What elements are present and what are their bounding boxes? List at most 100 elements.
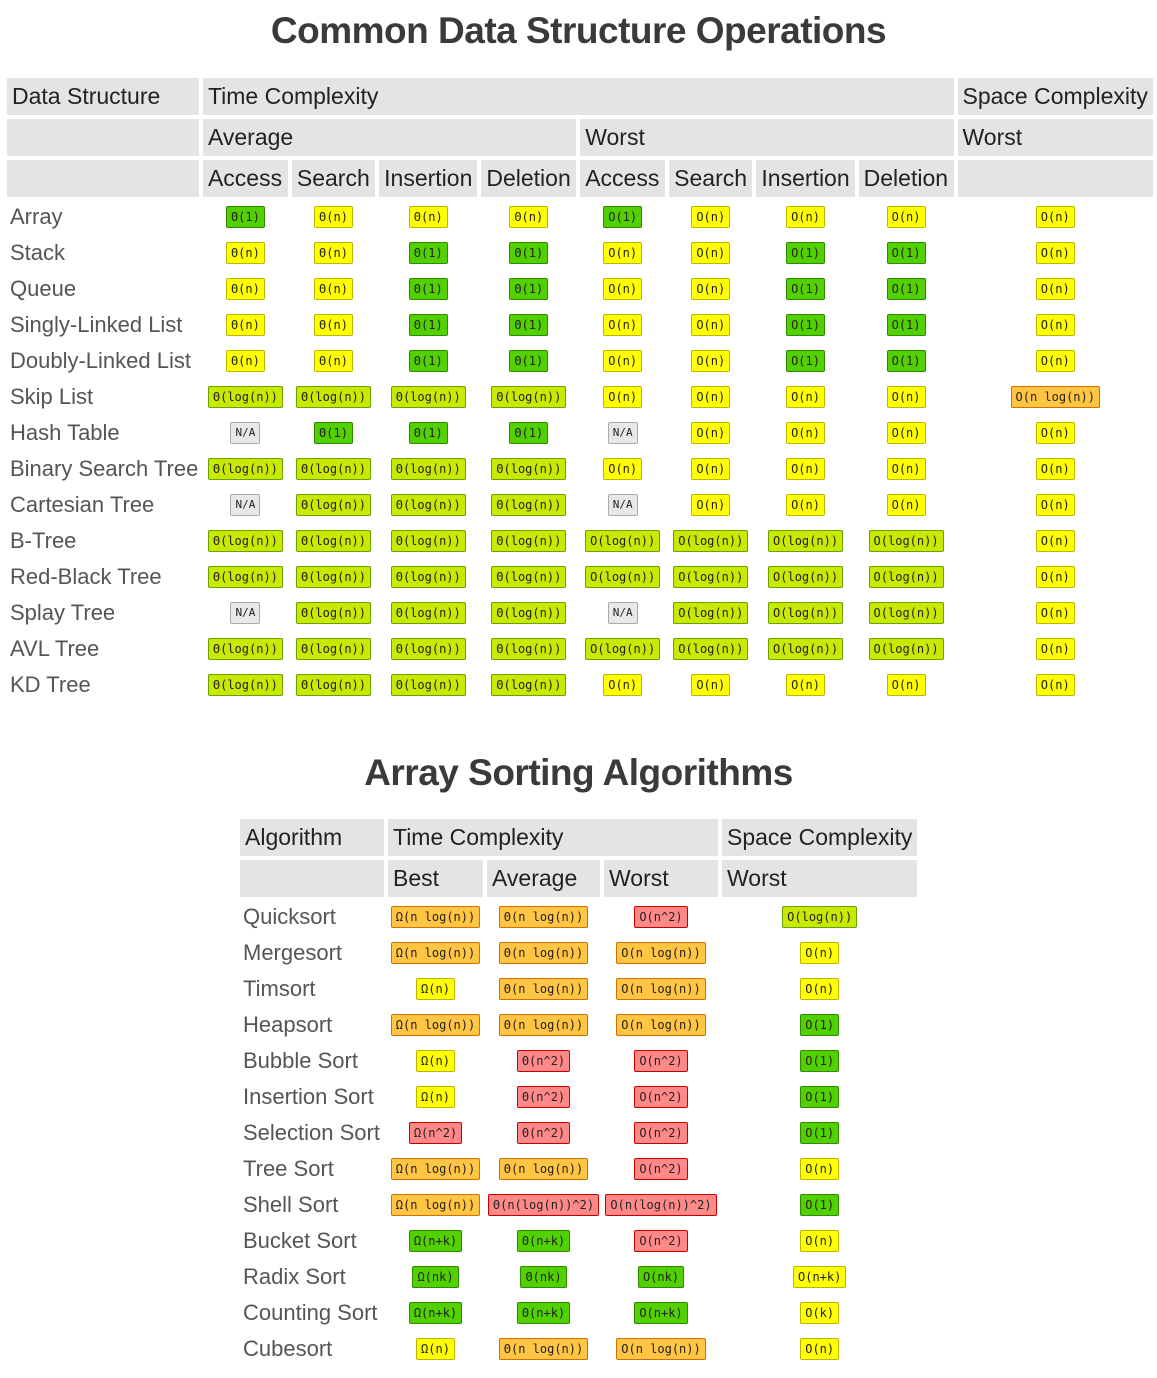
complexity-cell: O(1) xyxy=(722,1045,917,1077)
complexity-cell: O(1) xyxy=(722,1009,917,1041)
complexity-badge: N/A xyxy=(607,422,638,444)
complexity-badge: Θ(1) xyxy=(509,350,549,372)
complexity-cell: O(n) xyxy=(756,381,854,413)
complexity-badge: Ω(n log(n)) xyxy=(390,942,481,964)
complexity-cell: O(n) xyxy=(756,489,854,521)
complexity-cell: O(1) xyxy=(580,201,665,233)
complexity-badge: O(n) xyxy=(691,278,731,300)
row-name: Tree Sort xyxy=(243,1156,334,1181)
complexity-cell: Θ(n) xyxy=(203,309,288,341)
header-op-access: Access xyxy=(202,160,288,197)
complexity-cell: Θ(log(n)) xyxy=(379,525,477,557)
complexity-badge: Θ(n) xyxy=(314,350,353,372)
complexity-badge: O(n) xyxy=(886,422,926,444)
complexity-cell: Θ(log(n)) xyxy=(379,561,477,593)
complexity-cell: Θ(log(n)) xyxy=(379,597,477,629)
complexity-cell: O(n) xyxy=(958,669,1154,701)
complexity-badge: Θ(n) xyxy=(225,242,265,264)
complexity-cell: Θ(log(n)) xyxy=(481,453,576,485)
complexity-badge: Θ(log(n)) xyxy=(207,674,283,696)
complexity-badge: Ω(n^2) xyxy=(408,1122,463,1144)
complexity-cell: O(n) xyxy=(756,453,854,485)
complexity-cell: Θ(log(n)) xyxy=(481,489,576,521)
complexity-cell: O(n) xyxy=(580,237,665,269)
complexity-cell: Θ(n log(n)) xyxy=(487,1153,600,1185)
table-row: Bucket Sort Ω(n+k) Θ(n+k) O(n^2) O(n) xyxy=(240,1225,917,1257)
complexity-cell: N/A xyxy=(203,417,288,449)
complexity-badge: Ω(n+k) xyxy=(408,1302,463,1324)
complexity-badge: Θ(n^2) xyxy=(516,1050,571,1072)
table-row: Selection Sort Ω(n^2) Θ(n^2) O(n^2) O(1) xyxy=(240,1117,917,1149)
table-row: Insertion Sort Ω(n) Θ(n^2) O(n^2) O(1) xyxy=(240,1081,917,1113)
complexity-cell: O(n) xyxy=(859,453,954,485)
ds-section-title: Common Data Structure Operations xyxy=(270,10,887,51)
complexity-badge: O(log(n)) xyxy=(768,602,844,624)
complexity-badge: O(n) xyxy=(1035,566,1075,588)
complexity-badge: Ω(n) xyxy=(416,978,455,1000)
table-row: Doubly-Linked List Θ(n) Θ(n) Θ(1) Θ(1) O(n) O(… xyxy=(7,345,1153,377)
complexity-badge: Θ(log(n)) xyxy=(295,494,372,516)
complexity-badge: Θ(1) xyxy=(408,422,448,444)
complexity-badge: O(n) xyxy=(886,674,926,696)
complexity-badge: O(log(n)) xyxy=(768,566,844,588)
complexity-cell: O(n) xyxy=(669,669,752,701)
complexity-badge: O(log(n)) xyxy=(768,530,844,552)
header-space-worst: Worst xyxy=(957,119,1153,156)
complexity-cell: Θ(1) xyxy=(481,237,576,269)
complexity-cell: O(n) xyxy=(580,453,665,485)
complexity-badge: O(1) xyxy=(886,242,926,264)
complexity-badge: O(n) xyxy=(691,422,731,444)
complexity-badge: Θ(n log(n)) xyxy=(498,978,589,1000)
complexity-badge: Ω(n) xyxy=(416,1338,455,1360)
complexity-badge: Θ(log(n)) xyxy=(491,566,567,588)
table-row: Skip List Θ(log(n)) Θ(log(n)) Θ(log(n)) Θ(lo… xyxy=(7,381,1153,413)
complexity-badge: Θ(log(n)) xyxy=(390,602,466,624)
complexity-badge: O(log(n)) xyxy=(673,566,749,588)
complexity-cell: O(n) xyxy=(958,525,1154,557)
complexity-badge: O(n) xyxy=(800,1338,840,1360)
complexity-badge: N/A xyxy=(230,422,261,444)
table-row: Quicksort Ω(n log(n)) Θ(n log(n)) O(n^2) O(l… xyxy=(240,901,917,933)
complexity-cell: O(n) xyxy=(958,273,1154,305)
complexity-badge: Θ(log(n)) xyxy=(491,494,567,516)
header-blank xyxy=(240,860,384,897)
complexity-cell: Θ(1) xyxy=(379,237,477,269)
complexity-cell: Ω(n log(n)) xyxy=(388,901,483,933)
complexity-badge: Θ(log(n)) xyxy=(390,530,466,552)
table-row: Heapsort Ω(n log(n)) Θ(n log(n)) O(n log(n)… xyxy=(240,1009,917,1041)
complexity-badge: Θ(log(n)) xyxy=(390,494,466,516)
complexity-badge: O(n log(n)) xyxy=(616,942,706,964)
complexity-badge: O(n) xyxy=(691,242,731,264)
complexity-cell: O(n) xyxy=(958,345,1154,377)
complexity-cell: Θ(n) xyxy=(292,273,375,305)
complexity-badge: O(log(n)) xyxy=(868,530,944,552)
complexity-badge: O(n) xyxy=(786,674,825,696)
table-row: Bubble Sort Ω(n) Θ(n^2) O(n^2) O(1) xyxy=(240,1045,917,1077)
complexity-cell: O(n) xyxy=(669,417,752,449)
complexity-cell: Θ(log(n)) xyxy=(292,381,375,413)
complexity-badge: O(n) xyxy=(1035,674,1075,696)
row-name: Binary Search Tree xyxy=(10,456,199,481)
complexity-badge: O(n) xyxy=(603,386,643,408)
complexity-cell: Θ(1) xyxy=(481,345,576,377)
header-op-deletion: Deletion xyxy=(858,160,954,197)
table-row: Counting Sort Ω(n+k) Θ(n+k) O(n+k) O(k) xyxy=(240,1297,917,1329)
complexity-badge: O(n) xyxy=(786,494,825,516)
complexity-cell: Θ(n) xyxy=(203,237,288,269)
complexity-badge: Θ(n log(n)) xyxy=(498,906,589,928)
row-name: AVL Tree xyxy=(10,636,100,661)
complexity-badge: Θ(log(n)) xyxy=(491,530,567,552)
complexity-badge: O(log(n)) xyxy=(673,638,749,660)
row-name: Stack xyxy=(10,240,66,265)
row-name: Hash Table xyxy=(10,420,120,445)
table-row: Mergesort Ω(n log(n)) Θ(n log(n)) O(n log(n… xyxy=(240,937,917,969)
complexity-cell: O(n^2) xyxy=(604,1225,718,1257)
complexity-badge: Θ(n log(n)) xyxy=(498,1158,589,1180)
complexity-cell: Θ(log(n)) xyxy=(292,633,375,665)
header-op-insertion: Insertion xyxy=(379,160,478,197)
complexity-badge: Ω(nk) xyxy=(412,1266,459,1288)
sorting-table: Algorithm Time Complexity Space Complexi… xyxy=(236,815,921,1369)
complexity-badge: Θ(log(n)) xyxy=(491,638,567,660)
complexity-badge: Θ(n) xyxy=(225,278,265,300)
complexity-cell: O(n^2) xyxy=(604,1117,718,1149)
